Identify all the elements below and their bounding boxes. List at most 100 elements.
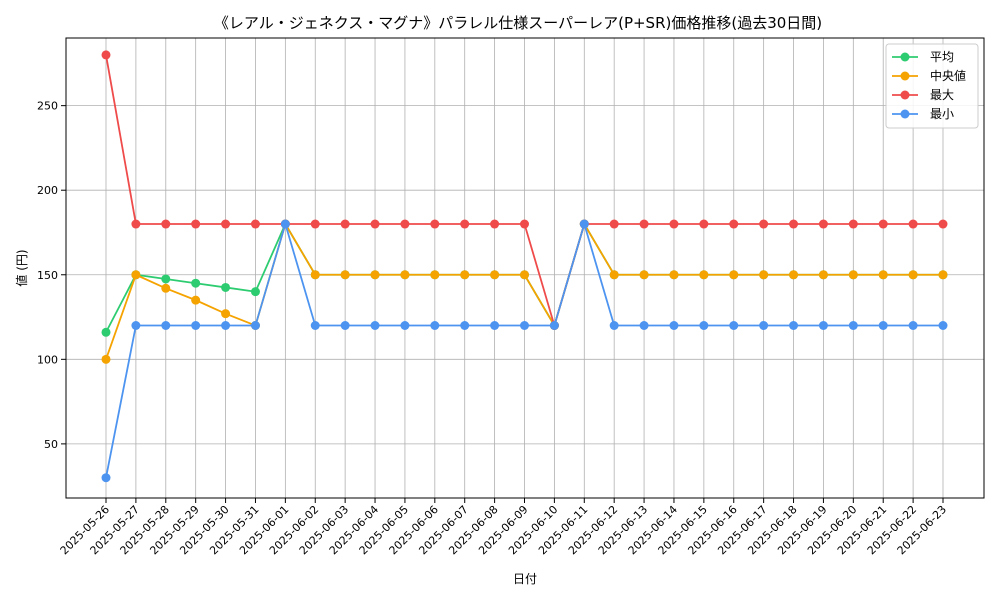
data-point [430, 219, 440, 229]
legend-swatch-marker [900, 71, 910, 81]
data-point [729, 270, 739, 280]
legend-item: 中央値 [892, 68, 966, 83]
data-point [520, 270, 529, 280]
data-point [789, 270, 799, 280]
y-tick-label: 50 [44, 438, 58, 451]
data-point [729, 321, 739, 330]
data-point [759, 321, 769, 330]
data-point [161, 283, 171, 293]
data-point [789, 219, 799, 229]
data-point [639, 321, 649, 330]
data-point [490, 321, 500, 330]
data-point [609, 219, 619, 229]
data-point [400, 219, 410, 229]
data-point [878, 219, 888, 229]
data-point [191, 278, 201, 288]
data-point [191, 219, 201, 229]
legend-label: 最大 [930, 88, 954, 102]
grid-lines [66, 38, 984, 498]
data-point [101, 473, 111, 483]
data-point [310, 270, 320, 280]
data-point [250, 219, 260, 229]
data-point [400, 321, 410, 330]
data-point [221, 321, 231, 330]
data-point [221, 309, 231, 319]
data-point [818, 321, 828, 330]
data-point [878, 321, 888, 330]
data-point [161, 219, 171, 229]
data-point [430, 270, 440, 280]
data-point [460, 219, 470, 229]
data-point [639, 219, 649, 229]
data-point [818, 270, 828, 280]
data-point [908, 270, 918, 280]
data-point [699, 219, 709, 229]
data-point [789, 321, 799, 330]
data-point [101, 327, 111, 337]
y-tick-label: 100 [37, 353, 58, 366]
data-point [340, 270, 350, 280]
data-point [430, 321, 440, 330]
data-point [460, 321, 470, 330]
data-point [759, 219, 769, 229]
data-point [131, 270, 141, 280]
y-axis-label: 値 (円) [14, 249, 29, 286]
data-point [908, 321, 918, 330]
data-point [520, 321, 529, 330]
data-point [131, 219, 141, 229]
data-point [669, 321, 679, 330]
data-point [191, 321, 201, 330]
series-1 [101, 219, 948, 364]
legend-label: 中央値 [930, 68, 966, 83]
data-point [848, 321, 858, 330]
data-point [250, 321, 260, 330]
legend-label: 最小 [930, 107, 954, 121]
data-point [908, 219, 918, 229]
data-point [609, 270, 619, 280]
data-point [759, 270, 769, 280]
legend-item: 平均 [892, 50, 954, 64]
data-point [101, 50, 111, 60]
data-point [520, 219, 529, 229]
legend-swatch-marker [900, 52, 910, 62]
data-point [400, 270, 410, 280]
y-tick-label: 200 [37, 184, 58, 197]
legend-item: 最小 [892, 107, 954, 121]
data-point [818, 219, 828, 229]
data-point [340, 219, 350, 229]
data-point [669, 270, 679, 280]
data-point [340, 321, 350, 330]
y-axis-ticks: 50 100 150 200 250 [37, 100, 66, 451]
x-axis-label: 日付 [513, 572, 537, 586]
data-point [221, 219, 231, 229]
plot-area [65, 37, 985, 499]
legend-swatch-marker [900, 90, 910, 100]
data-point [729, 219, 739, 229]
data-point [161, 274, 171, 284]
data-point [161, 321, 171, 330]
data-point [549, 321, 559, 330]
data-point [669, 219, 679, 229]
data-point [370, 219, 380, 229]
data-point [848, 270, 858, 280]
data-point [370, 321, 380, 330]
legend-box [885, 43, 979, 129]
legend-label: 平均 [930, 50, 954, 64]
data-point [310, 219, 320, 229]
data-point [490, 270, 500, 280]
y-tick-label: 150 [37, 269, 58, 282]
data-point [639, 270, 649, 280]
series-3 [101, 219, 948, 483]
data-point [848, 219, 858, 229]
data-point [101, 354, 111, 364]
data-point [938, 321, 948, 330]
data-point [878, 270, 888, 280]
data-point [938, 219, 948, 229]
data-point [370, 270, 380, 280]
x-axis-ticks: 2025-05-262025-05-272025-05-282025-05-29… [58, 498, 949, 557]
legend-item: 最大 [892, 88, 954, 102]
data-point [938, 270, 948, 280]
data-point [131, 321, 141, 330]
